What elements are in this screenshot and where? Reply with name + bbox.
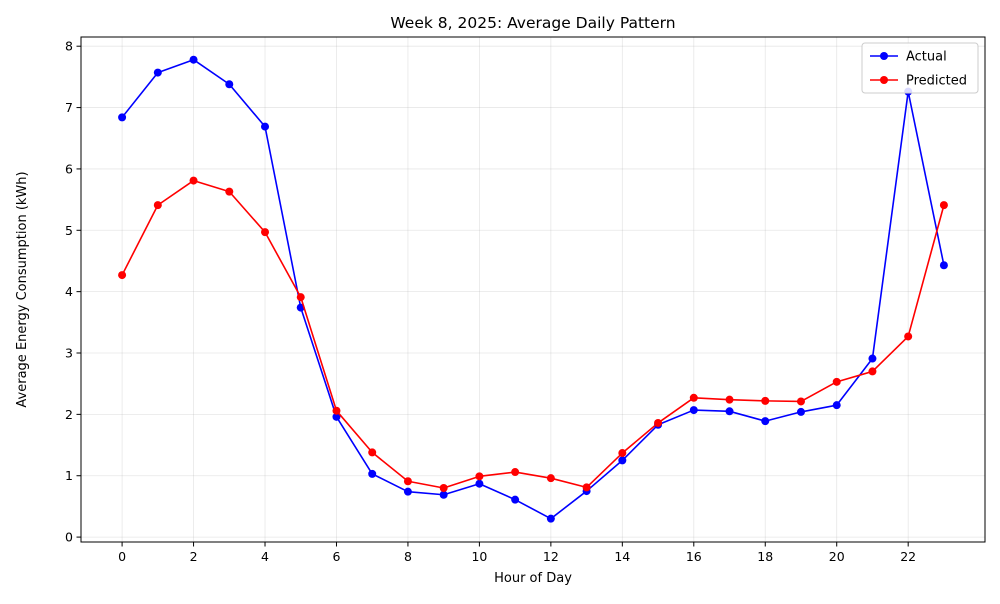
- data-point-actual: [511, 495, 520, 504]
- x-tick-label: 0: [118, 549, 126, 564]
- data-point-actual: [546, 514, 555, 523]
- y-tick-label: 0: [65, 530, 73, 545]
- data-point-predicted: [189, 176, 198, 185]
- x-tick-label: 10: [471, 549, 487, 564]
- x-tick-label: 22: [900, 549, 916, 564]
- data-point-predicted: [546, 474, 555, 483]
- data-point-actual: [225, 80, 234, 89]
- data-point-predicted: [439, 484, 448, 493]
- data-point-predicted: [153, 201, 162, 210]
- legend-label-predicted: Predicted: [906, 74, 967, 89]
- data-point-predicted: [511, 468, 520, 477]
- grid-lines: [81, 37, 985, 542]
- data-point-actual: [939, 261, 948, 270]
- data-point-actual: [725, 407, 734, 416]
- data-point-predicted: [796, 397, 805, 406]
- y-axis-label: Average Energy Consumption (kWh): [15, 171, 30, 407]
- data-point-actual: [618, 456, 627, 465]
- data-point-predicted: [618, 449, 627, 458]
- data-point-actual: [868, 354, 877, 363]
- series-line-actual: [121, 58, 945, 520]
- data-point-predicted: [904, 332, 913, 341]
- data-point-actual: [118, 113, 127, 122]
- data-point-predicted: [403, 477, 412, 486]
- data-point-actual: [189, 55, 198, 64]
- x-tick-label: 16: [686, 549, 702, 564]
- data-point-predicted: [654, 418, 663, 427]
- x-tick-label: 8: [404, 549, 412, 564]
- data-point-predicted: [868, 367, 877, 376]
- data-point-predicted: [296, 293, 305, 302]
- x-tick-label: 4: [261, 549, 269, 564]
- data-point-predicted: [118, 271, 127, 280]
- legend-item-actual: Actual: [870, 50, 947, 65]
- data-point-actual: [439, 490, 448, 499]
- data-point-actual: [832, 401, 841, 410]
- legend-label-actual: Actual: [906, 50, 947, 65]
- data-point-predicted: [582, 483, 591, 492]
- y-tick-label: 4: [65, 284, 73, 299]
- legend-marker-actual: [880, 52, 888, 60]
- chart-title: Week 8, 2025: Average Daily Pattern: [390, 14, 675, 32]
- data-point-predicted: [761, 396, 770, 405]
- data-point-predicted: [225, 187, 234, 196]
- data-point-predicted: [475, 472, 484, 481]
- data-point-predicted: [725, 395, 734, 404]
- y-tick-label: 1: [65, 468, 73, 483]
- data-point-actual: [368, 469, 377, 478]
- x-axis-label: Hour of Day: [494, 571, 572, 586]
- x-tick-label: 12: [543, 549, 559, 564]
- data-point-actual: [261, 122, 270, 131]
- x-tick-label: 18: [757, 549, 773, 564]
- y-tick-label: 2: [65, 407, 73, 422]
- data-point-actual: [332, 412, 341, 421]
- y-tick-label: 3: [65, 346, 73, 361]
- data-point-predicted: [368, 448, 377, 457]
- data-point-predicted: [832, 377, 841, 386]
- series-line-predicted: [121, 179, 945, 489]
- data-point-actual: [475, 479, 484, 488]
- data-point-predicted: [689, 393, 698, 402]
- x-tick-label: 14: [614, 549, 630, 564]
- legend-items: Actual Predicted: [870, 50, 967, 89]
- x-tick-label: 6: [333, 549, 341, 564]
- y-tick-label: 5: [65, 223, 73, 238]
- plot-frame: [80, 36, 986, 543]
- legend-marker-predicted: [880, 76, 888, 84]
- data-point-actual: [689, 406, 698, 415]
- legend-item-predicted: Predicted: [870, 74, 967, 89]
- y-tick-label: 8: [65, 39, 73, 54]
- data-point-actual: [153, 68, 162, 77]
- data-point-predicted: [939, 201, 948, 210]
- y-axis-ticks: 0 1 2 3 4 5 6 7 8: [65, 39, 81, 545]
- series-layer: [118, 55, 948, 523]
- series-actual: [118, 55, 948, 523]
- series-predicted: [118, 176, 948, 493]
- data-point-actual: [761, 417, 770, 426]
- data-point-predicted: [261, 228, 270, 237]
- legend: Actual Predicted: [861, 42, 979, 94]
- data-point-actual: [403, 487, 412, 496]
- data-point-actual: [796, 407, 805, 416]
- x-tick-label: 2: [190, 549, 198, 564]
- y-tick-label: 7: [65, 100, 73, 115]
- x-axis-ticks: 0 2 4 6 8 10 12 14 16 18 20 22: [118, 542, 916, 564]
- x-tick-label: 20: [829, 549, 845, 564]
- y-tick-label: 6: [65, 161, 73, 176]
- data-point-predicted: [332, 406, 341, 415]
